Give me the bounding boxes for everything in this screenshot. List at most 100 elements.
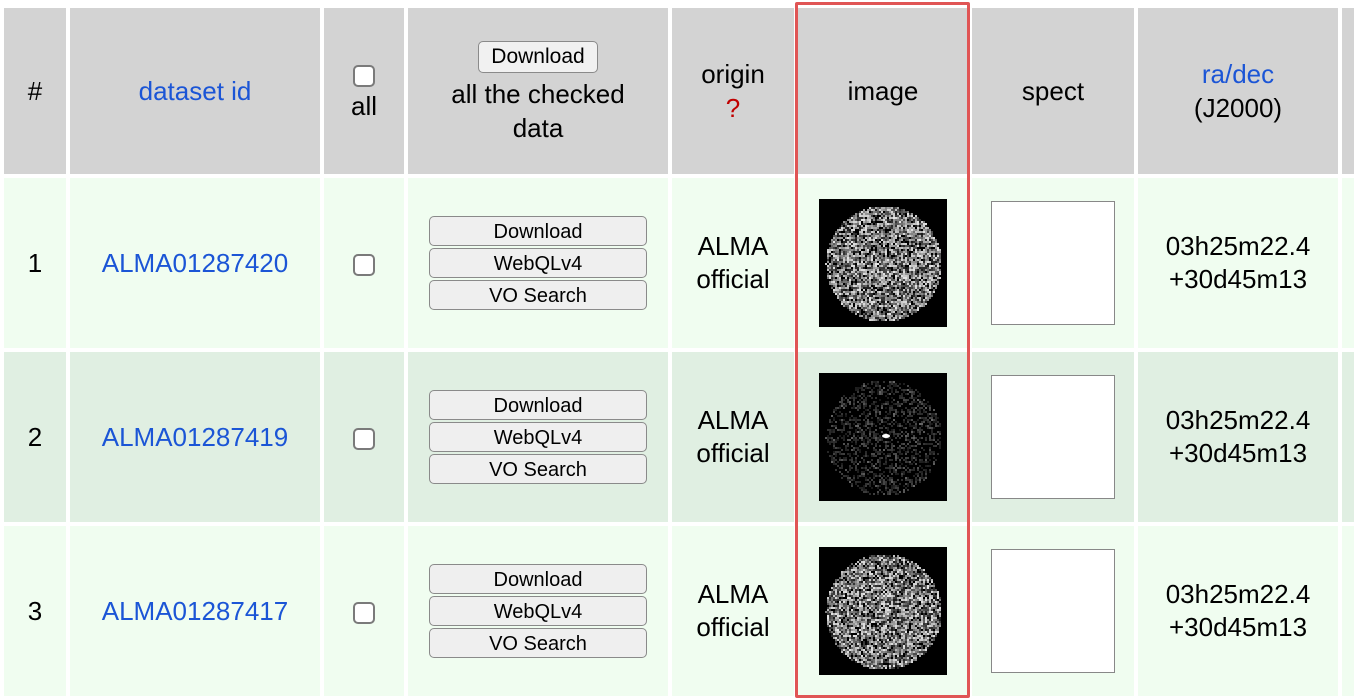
image-pixel xyxy=(881,299,883,301)
image-pixel xyxy=(883,241,885,243)
image-pixel xyxy=(855,581,857,583)
image-pixel xyxy=(889,289,891,291)
image-pixel xyxy=(853,579,855,581)
image-pixel xyxy=(893,313,895,315)
image-pixel xyxy=(895,247,897,249)
webql-button[interactable]: WebQLv4 xyxy=(429,422,647,452)
image-pixel xyxy=(873,387,875,389)
image-pixel xyxy=(903,213,905,215)
image-pixel xyxy=(935,611,937,613)
image-pixel xyxy=(899,395,901,397)
image-pixel xyxy=(855,221,857,223)
vo-search-button[interactable]: VO Search xyxy=(429,454,647,484)
image-pixel xyxy=(875,569,877,571)
image-pixel xyxy=(887,257,889,259)
image-pixel xyxy=(865,229,867,231)
image-pixel xyxy=(935,245,937,247)
image-pixel xyxy=(835,285,837,287)
image-pixel xyxy=(847,443,849,445)
image-pixel xyxy=(933,241,935,243)
image-pixel xyxy=(861,559,863,561)
image-pixel xyxy=(917,443,919,445)
image-pixel xyxy=(867,439,869,441)
image-pixel xyxy=(919,395,921,397)
image-pixel xyxy=(861,487,863,489)
image-pixel xyxy=(927,281,929,283)
webql-button[interactable]: WebQLv4 xyxy=(429,248,647,278)
image-pixel xyxy=(891,611,893,613)
download-button[interactable]: Download xyxy=(429,216,647,246)
row-checkbox[interactable] xyxy=(353,253,375,276)
spectrum-thumbnail[interactable] xyxy=(991,201,1115,325)
image-pixel xyxy=(937,283,939,285)
image-pixel xyxy=(905,565,907,567)
image-thumbnail[interactable] xyxy=(819,199,947,327)
image-pixel xyxy=(877,219,879,221)
image-pixel xyxy=(895,223,897,225)
image-pixel xyxy=(865,429,867,431)
image-pixel xyxy=(843,615,845,617)
image-pixel xyxy=(867,597,869,599)
image-pixel xyxy=(905,591,907,593)
image-pixel xyxy=(889,243,891,245)
image-pixel xyxy=(903,251,905,253)
row-checkbox[interactable] xyxy=(353,427,375,450)
download-button[interactable]: Download xyxy=(429,390,647,420)
image-pixel xyxy=(929,587,931,589)
image-pixel xyxy=(919,307,921,309)
image-pixel xyxy=(905,389,907,391)
image-pixel xyxy=(899,303,901,305)
image-pixel xyxy=(863,389,865,391)
image-pixel xyxy=(889,597,891,599)
download-checked-button[interactable]: Download xyxy=(478,41,598,73)
dataset-id-link[interactable]: ALMA01287417 xyxy=(101,595,289,626)
image-pixel xyxy=(925,591,927,593)
image-pixel xyxy=(865,221,867,223)
image-pixel xyxy=(849,617,851,619)
image-thumbnail[interactable] xyxy=(819,373,947,501)
image-pixel xyxy=(849,599,851,601)
image-pixel xyxy=(897,487,899,489)
download-button[interactable]: Download xyxy=(429,564,647,594)
image-pixel xyxy=(899,423,901,425)
image-pixel xyxy=(861,401,863,403)
image-pixel xyxy=(907,273,909,275)
image-pixel xyxy=(871,423,873,425)
vo-search-button[interactable]: VO Search xyxy=(429,628,647,658)
dataset-id-link[interactable]: ALMA01287420 xyxy=(101,247,289,278)
image-pixel xyxy=(845,237,847,239)
row-checkbox[interactable] xyxy=(353,601,375,624)
dataset-id-link[interactable]: ALMA01287419 xyxy=(101,421,289,452)
image-pixel xyxy=(931,607,933,609)
image-pixel xyxy=(851,603,853,605)
image-pixel xyxy=(905,399,907,401)
select-all-checkbox[interactable] xyxy=(353,65,375,88)
image-pixel xyxy=(875,563,877,565)
image-pixel xyxy=(895,297,897,299)
image-pixel xyxy=(849,285,851,287)
image-pixel xyxy=(929,235,931,237)
spectrum-thumbnail[interactable] xyxy=(991,375,1115,499)
image-pixel xyxy=(895,281,897,283)
image-pixel xyxy=(869,619,871,621)
image-pixel xyxy=(879,569,881,571)
image-thumbnail[interactable] xyxy=(819,547,947,675)
radec-sort-link[interactable]: ra/dec xyxy=(1201,59,1275,89)
image-pixel xyxy=(827,251,829,253)
image-pixel xyxy=(851,297,853,299)
image-pixel xyxy=(881,211,883,213)
origin-help-link[interactable]: ? xyxy=(725,93,741,123)
image-pixel xyxy=(859,607,861,609)
dataset-id-sort-link[interactable]: dataset id xyxy=(138,76,252,106)
image-pixel xyxy=(869,601,871,603)
vo-search-button[interactable]: VO Search xyxy=(429,280,647,310)
image-pixel xyxy=(839,229,841,231)
image-pixel xyxy=(881,279,883,281)
image-pixel xyxy=(897,289,899,291)
image-pixel xyxy=(893,559,895,561)
webql-button[interactable]: WebQLv4 xyxy=(429,596,647,626)
image-pixel xyxy=(903,383,905,385)
image-pixel xyxy=(893,289,895,291)
image-pixel xyxy=(883,219,885,221)
image-pixel xyxy=(927,609,929,611)
